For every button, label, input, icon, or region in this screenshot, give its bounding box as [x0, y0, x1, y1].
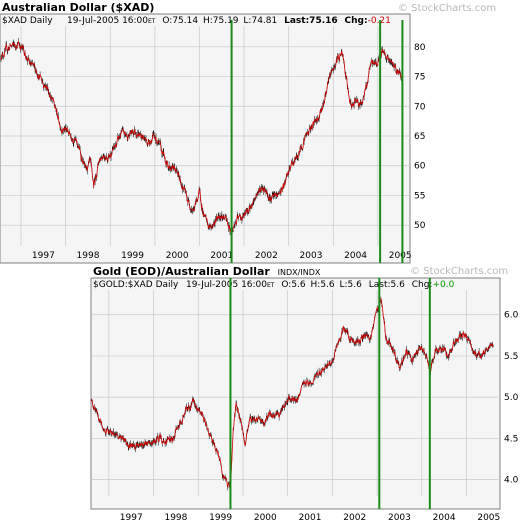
- watermark: © StockCharts.com: [410, 266, 508, 277]
- x-tick-label: 1998: [77, 251, 100, 261]
- quote-high: H:5.6: [311, 280, 335, 290]
- watermark: © StockCharts.com: [398, 3, 496, 14]
- x-tick-label: 2003: [300, 251, 323, 261]
- y-tick-label: 5.0: [504, 393, 519, 403]
- y-tick-label: 65: [414, 132, 425, 142]
- quote-line: 19-Jul-2005 16:00ET O:5.6 H:5.6 L:5.6 La…: [186, 280, 455, 290]
- quote-chg-value: +0.0: [432, 280, 454, 290]
- x-tick-label: 2002: [343, 513, 366, 523]
- x-tick-label: 1997: [120, 513, 143, 523]
- x-tick-label: 1999: [121, 251, 144, 261]
- quote-open: O:5.6: [281, 280, 306, 290]
- x-tick-label: 1998: [164, 513, 187, 523]
- plot-area: [90, 277, 501, 510]
- gridlines: [1, 26, 410, 246]
- symbol-label: $XAD Daily: [2, 16, 53, 26]
- y-tick-label: 4.0: [504, 476, 519, 486]
- quote-timezone: ET: [148, 18, 156, 25]
- gridlines: [91, 290, 500, 496]
- x-tick-label: 2004: [433, 513, 456, 523]
- x-axis: 1997 1998 1999 2000 2001 2002 2003 2004 2005: [120, 513, 501, 523]
- y-tick-label: 5.5: [504, 352, 518, 362]
- quote-last: Last:75.16: [284, 16, 338, 26]
- symbol-label: $GOLD:$XAD Daily: [93, 280, 179, 290]
- x-tick-label: 2001: [299, 513, 322, 523]
- close-price-line: [90, 297, 494, 488]
- chart-subtitle: INDX/INDX: [278, 268, 321, 277]
- x-tick-label: 2001: [210, 251, 233, 261]
- y-tick-label: 70: [414, 102, 426, 112]
- quote-date: 19-Jul-2005 16:00: [186, 280, 267, 290]
- bottom-chart: Gold (EOD)/Australian Dollar INDX/INDX ©…: [90, 265, 519, 523]
- price-series: [90, 296, 494, 491]
- x-tick-label: 2000: [254, 513, 277, 523]
- price-series: [0, 37, 403, 237]
- quote-open: O:75.14: [162, 16, 198, 26]
- x-tick-label: 1999: [209, 513, 232, 523]
- y-tick-label: 60: [414, 162, 426, 172]
- y-axis: 4.0 4.5 5.0 5.5 6.0: [504, 311, 519, 486]
- x-tick-label: 2004: [344, 251, 367, 261]
- x-tick-label: 1997: [32, 251, 55, 261]
- close-price-line: [0, 40, 403, 234]
- plot-area: [0, 13, 411, 264]
- y-tick-label: 80: [414, 43, 426, 53]
- quote-last: Last:5.6: [369, 280, 405, 290]
- quote-low: L:5.6: [340, 280, 363, 290]
- quote-timezone: ET: [267, 282, 275, 289]
- x-axis: 1997 1998 1999 2000 2001 2002 2003 2004 2005: [32, 251, 412, 261]
- y-axis: 50 55 60 65 70 75 80: [414, 43, 426, 231]
- quote-date: 19-Jul-2005 16:00: [67, 16, 148, 26]
- chart-title: Gold (EOD)/Australian Dollar INDX/INDX: [93, 265, 321, 278]
- quote-chg-label: Chg:: [412, 280, 433, 290]
- x-tick-label: 2002: [255, 251, 278, 261]
- chart-title-text: Gold (EOD)/Australian Dollar: [93, 265, 270, 278]
- y-tick-label: 50: [414, 221, 426, 231]
- x-tick-label: 2000: [166, 251, 189, 261]
- y-tick-label: 4.5: [504, 434, 518, 444]
- chart-title: Australian Dollar ($XAD): [2, 1, 154, 14]
- x-tick-label: 2005: [389, 251, 412, 261]
- x-tick-label: 2005: [477, 513, 500, 523]
- x-tick-label: 2003: [388, 513, 411, 523]
- quote-chg-label: Chg:: [345, 16, 368, 26]
- y-tick-label: 55: [414, 191, 425, 201]
- quote-high: H:75.19: [203, 16, 239, 26]
- y-tick-label: 75: [414, 73, 425, 83]
- y-tick-label: 6.0: [504, 311, 519, 321]
- vertical-markers: [229, 20, 431, 509]
- top-chart: Australian Dollar ($XAD) © StockCharts.c…: [0, 1, 496, 264]
- quote-low: L:74.81: [243, 16, 277, 26]
